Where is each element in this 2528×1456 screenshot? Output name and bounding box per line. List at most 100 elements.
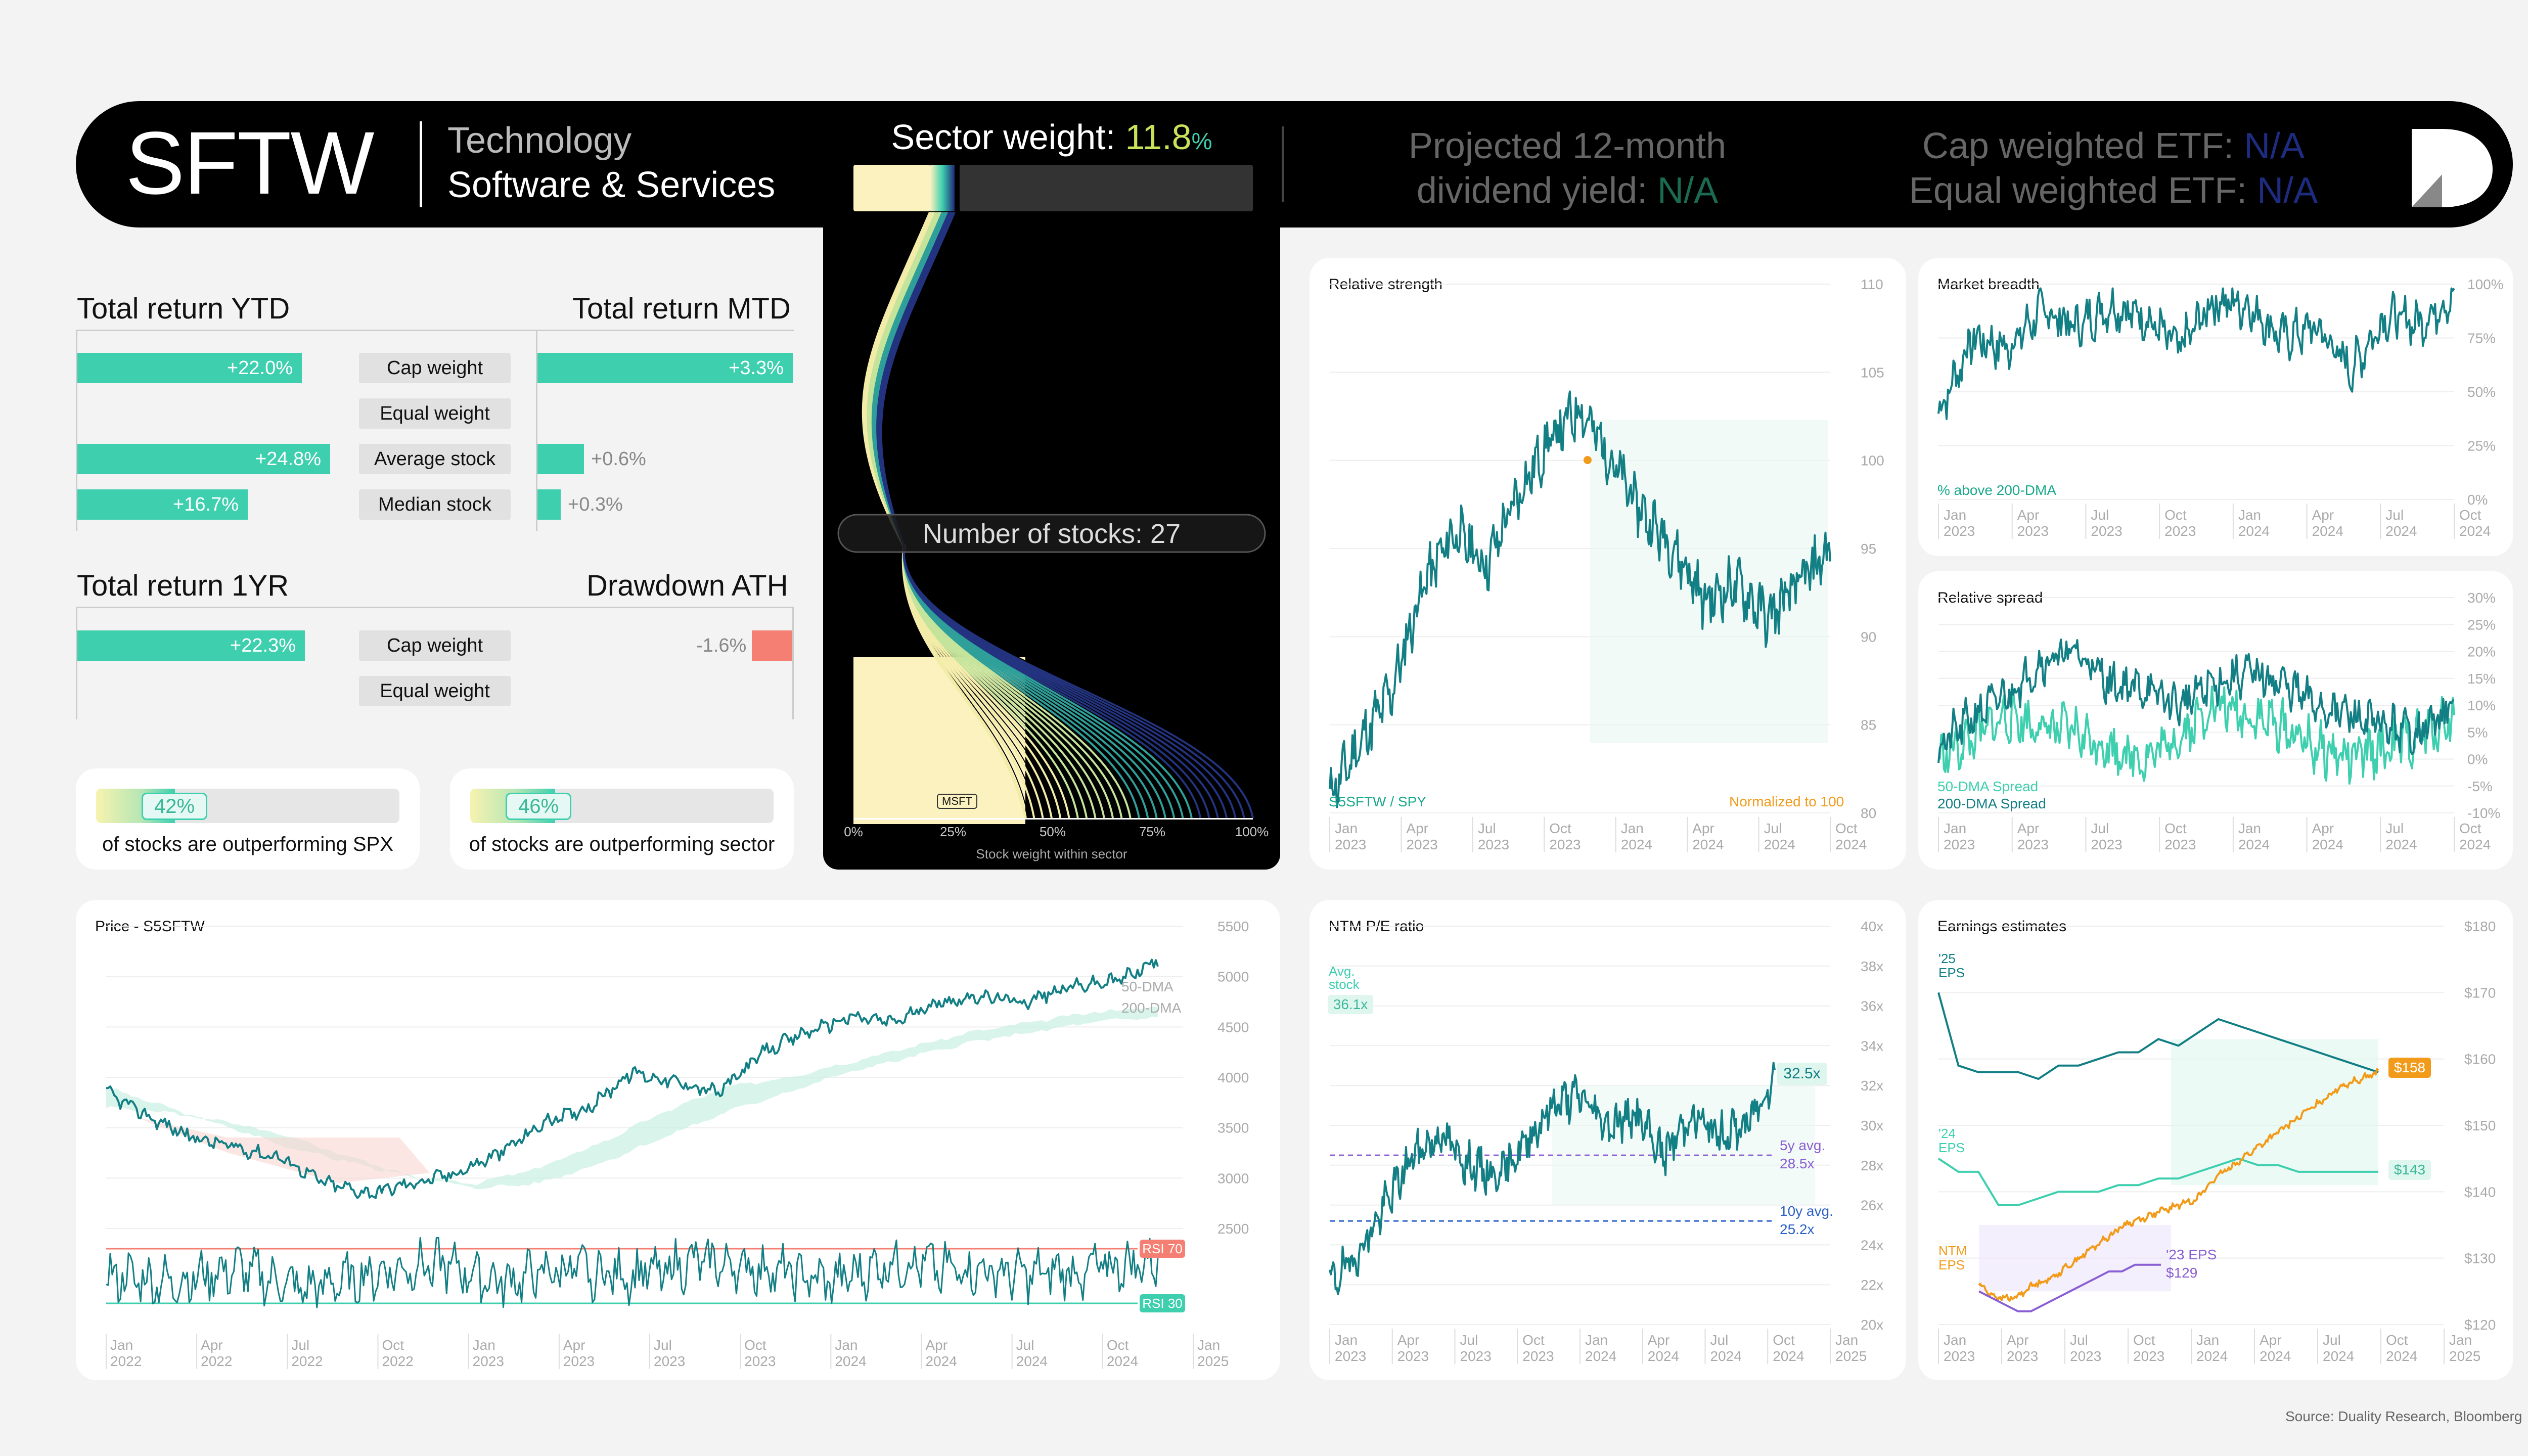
x-tick-label: Apr <box>2312 821 2334 836</box>
x-tick-label: Oct <box>744 1337 766 1353</box>
pe-line <box>1329 1062 1776 1295</box>
header-divider <box>420 121 422 207</box>
rs-shade <box>1590 420 1828 743</box>
market-breadth-card: Market breadth 100% 75% 50% 25% 0% Jan 2023 Apr… <box>1918 258 2513 556</box>
stock-weight-flow-chart <box>837 211 1266 824</box>
outperforming-spx-text: of stocks are outperforming SPX <box>102 833 393 855</box>
x-tick-label: Oct <box>2459 507 2481 523</box>
relative-strength-card: Relative strength 110 105 100 95 90 85 80 Jan 20… <box>1310 258 1906 870</box>
rs-normalize-marker <box>1584 456 1592 464</box>
top-stock-label: MSFT <box>937 794 977 809</box>
x-tick-label: Jan <box>2449 1332 2472 1348</box>
outperforming-spx-card: 42% of stocks are outperforming SPX <box>76 768 420 870</box>
y-tick-label: 95 <box>1861 541 1876 557</box>
price-card: Price - S5SFTW 5500 5000 4500 4000 3500 3000 2… <box>76 900 1280 1380</box>
x-tick-label: Jul <box>2091 821 2109 836</box>
y-tick-label: 4000 <box>1217 1070 1249 1085</box>
x-tick-label: Jul <box>2385 507 2404 523</box>
stock-count-pill <box>837 514 1266 553</box>
x-tick-label: 2023 <box>2164 837 2196 852</box>
x-tick-label: 2024 <box>1107 1353 1138 1369</box>
spread-50-line <box>1938 685 2455 785</box>
x-tick-label: 2023 <box>1944 523 1975 539</box>
sector-weight-bar-gradient <box>930 165 955 211</box>
x-tick-label: Apr <box>2312 507 2334 523</box>
y-tick-label: $150 <box>2464 1118 2496 1133</box>
relative-strength-chart: 11010510095908580Jan2023Apr2023Jul2023Oc… <box>1329 277 1884 852</box>
flow-line-sep <box>883 212 1256 818</box>
y-tick-label: 24x <box>1861 1237 1883 1253</box>
y-tick-label: 0% <box>2467 752 2488 767</box>
pe-5y-avg-value: 28.5x <box>1780 1156 1815 1171</box>
x-tick-label: 2023 <box>2091 523 2122 539</box>
x-tick-label: 2023 <box>1522 1348 1554 1364</box>
eps25-line <box>1937 992 2379 1080</box>
dma-band-negative <box>137 1117 430 1183</box>
x-tick-label: Oct <box>1549 821 1571 836</box>
sector-weight-label: Sector weight: <box>891 117 1116 157</box>
x-tick-label: Apr <box>201 1337 223 1353</box>
outperforming-sector-text: of stocks are outperforming sector <box>469 833 775 855</box>
pe-5y-avg-label: 5y avg. <box>1780 1138 1826 1153</box>
x-tick-label: Apr <box>2017 821 2040 836</box>
header-bar: SFTW Technology Software & Services Proj… <box>76 101 2513 228</box>
x-tick-label: Oct <box>1522 1332 1545 1348</box>
cap-etf-label: Cap weighted ETF: <box>1922 126 2234 166</box>
x-tick-label: 2023 <box>744 1353 776 1369</box>
equal-etf-label: Equal weighted ETF: <box>1909 170 2247 211</box>
y-tick-label: 34x <box>1861 1038 1883 1054</box>
y-tick-label: 100 <box>1861 453 1884 469</box>
x-tick-label: 2023 <box>473 1353 504 1369</box>
y-tick-label: $120 <box>2464 1317 2496 1333</box>
x-tick-label: 2023 <box>2017 837 2049 852</box>
dividend-label-2: dividend yield: <box>1416 170 1648 211</box>
mtd-value: +0.6% <box>591 448 646 470</box>
x-tick-label: 2024 <box>1764 837 1795 852</box>
dma-band <box>106 1007 1158 1190</box>
x-tick-label: 2023 <box>2091 837 2122 852</box>
y-tick-label: $140 <box>2464 1184 2496 1200</box>
y-tick-label: 25% <box>2467 438 2496 454</box>
flow-x-tick: 0% <box>844 824 863 839</box>
pe-ratio-card: NTM P/E ratio 40x 38x 36x 34x 32x 30x 28x 26x 24… <box>1310 900 1906 1380</box>
mtd-value: +3.3% <box>729 357 784 379</box>
eps24-value: $143 <box>2388 1160 2431 1180</box>
x-tick-label: 2022 <box>110 1353 142 1369</box>
sector-name: Technology <box>447 120 632 161</box>
x-tick-label: 2024 <box>2196 1348 2228 1364</box>
dividend-value: N/A <box>1657 170 1719 211</box>
y-tick-label: 2500 <box>1217 1221 1249 1237</box>
y-tick-label: 5000 <box>1217 969 1249 985</box>
avg-stock-label: Avg. stock <box>1329 964 1360 992</box>
ytd-bar: +24.8% <box>77 444 330 474</box>
x-tick-label: Jul <box>654 1337 672 1353</box>
sector-weight-panel: Sector weight: 11.8% Number of stocks: 2… <box>823 101 1280 870</box>
x-tick-label: Jul <box>1478 821 1496 836</box>
x-tick-label: 2023 <box>563 1353 595 1369</box>
dma50-label: 50-DMA <box>1121 979 1173 994</box>
x-tick-label: Jan <box>1944 821 1966 836</box>
y-tick-label: 10% <box>2467 698 2496 713</box>
yr-bar: +22.3% <box>77 630 305 661</box>
x-tick-label: 2024 <box>2238 837 2270 852</box>
y-tick-label: 5500 <box>1217 919 1249 934</box>
ytd-bar: +22.0% <box>77 353 302 383</box>
x-tick-label: Oct <box>2133 1332 2155 1348</box>
y-tick-label: 90 <box>1861 629 1876 645</box>
x-tick-label: 2024 <box>2459 523 2491 539</box>
drawdown-value: -1.6% <box>696 635 747 656</box>
y-tick-label: -5% <box>2467 779 2493 794</box>
x-tick-label: 2024 <box>1648 1348 1679 1364</box>
pe-current-value: 32.5x <box>1777 1063 1827 1085</box>
x-tick-label: 2024 <box>2260 1348 2291 1364</box>
eps23-label: '23 EPS <box>2166 1247 2217 1262</box>
source-note: Source: Duality Research, Bloomberg <box>2285 1408 2522 1424</box>
x-tick-label: Apr <box>926 1337 948 1353</box>
outperforming-sector-card: 46% of stocks are outperforming sector <box>450 768 794 870</box>
x-tick-label: Apr <box>563 1337 585 1353</box>
ntm-eps-line <box>1978 1068 2379 1302</box>
x-tick-label: Jan <box>1335 821 1358 836</box>
mtd-bar <box>537 353 793 383</box>
y-tick-label: 38x <box>1861 959 1883 974</box>
flow-x-tick: 75% <box>1139 824 1166 839</box>
